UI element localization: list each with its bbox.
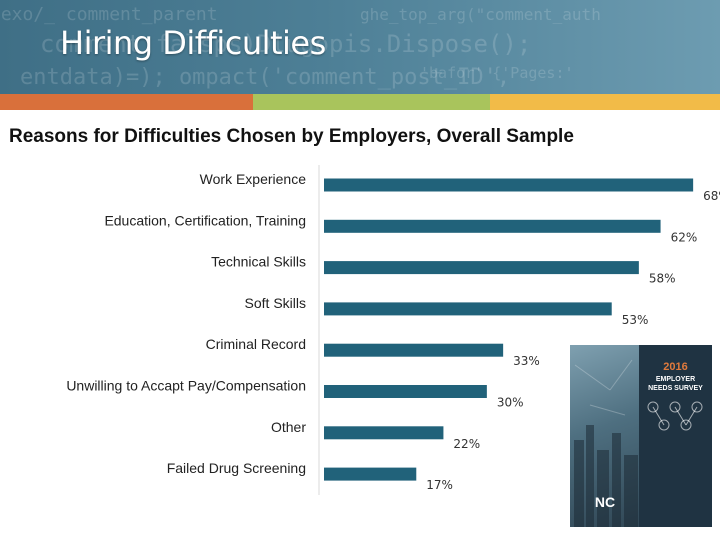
city-skyline-graphic <box>574 359 638 527</box>
svg-text:ghe_top_arg("comment_auth: ghe_top_arg("comment_auth <box>360 5 601 24</box>
svg-text:'bafor' {'Pages:': 'bafor' {'Pages:' <box>420 64 574 82</box>
category-label: Criminal Record <box>206 336 306 352</box>
svg-text:entdata)=); ompact('comment_p: entdata)=); ompact('comment_post_ID', <box>20 65 510 90</box>
nc-logo-text: NC <box>595 494 615 510</box>
data-label: 62% <box>671 230 698 244</box>
accent-stripe <box>0 94 720 110</box>
bar <box>324 467 417 481</box>
chart-title: Reasons for Difficulties Chosen by Emplo… <box>9 126 574 147</box>
category-label: Work Experience <box>200 171 307 187</box>
accent-stripe-orange <box>0 94 253 110</box>
category-label: Unwilling to Accapt Pay/Compensation <box>66 378 306 394</box>
data-label: 53% <box>622 313 649 327</box>
code-background-graphic: eexo/_ comment_parent comment falsps)Dlu… <box>0 4 601 90</box>
accent-stripe-green <box>253 94 490 110</box>
bar <box>324 343 504 357</box>
svg-text:eexo/_ comment_parent: eexo/_ comment_parent <box>0 4 218 25</box>
bar <box>324 385 487 398</box>
category-label: Education, Certification, Training <box>104 212 306 228</box>
svg-text:comment falsps)Dlugopis.Disp: comment falsps)Dlugopis.Dispose(); <box>40 30 531 58</box>
data-label: 30% <box>497 396 524 410</box>
category-label: Technical Skills <box>211 254 306 270</box>
data-label: 58% <box>649 272 676 286</box>
category-label: Failed Drug Screening <box>167 460 306 476</box>
category-label: Soft Skills <box>245 295 306 311</box>
cover-year: 2016 <box>663 361 688 373</box>
data-label: 68% <box>703 189 720 203</box>
survey-cover-image: 2016 EMPLOYER NEEDS SURVEY NC <box>570 345 712 527</box>
bar-chart: Work Experience 68% Education, Certificati… <box>66 165 720 495</box>
nc-logo-icon: NC <box>595 494 615 510</box>
bar <box>324 302 612 316</box>
cover-title-line1: EMPLOYER <box>655 376 696 383</box>
cover-panel <box>639 345 712 527</box>
header-banner: eexo/_ comment_parent comment falsps)Dlu… <box>0 0 720 94</box>
page-title: Hiring Difficulties <box>60 24 326 62</box>
data-label: 22% <box>453 437 480 451</box>
cover-title-line2: NEEDS SURVEY <box>648 385 703 392</box>
network-icon <box>647 401 703 431</box>
bar <box>324 219 661 233</box>
data-label: 17% <box>426 478 453 492</box>
data-label: 33% <box>513 354 540 368</box>
accent-stripe-yellow <box>490 94 720 110</box>
category-label: Other <box>271 419 306 435</box>
bar <box>324 261 639 275</box>
bar <box>324 426 444 440</box>
bar <box>324 178 694 192</box>
